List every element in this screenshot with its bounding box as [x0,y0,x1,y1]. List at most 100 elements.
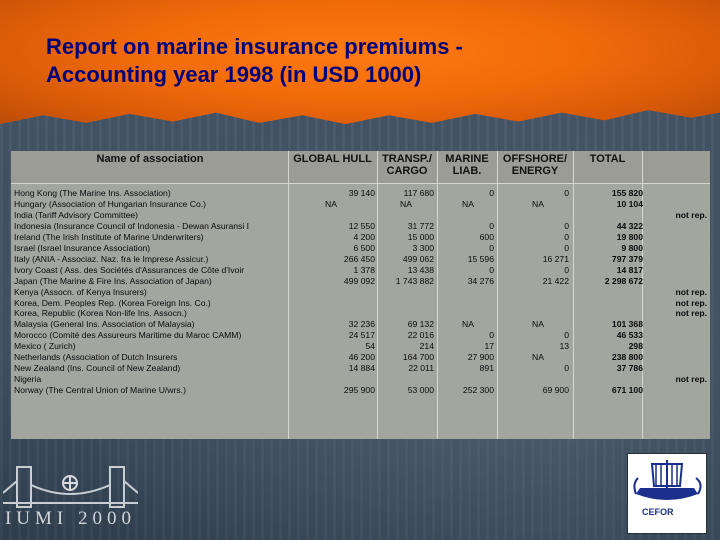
global-hull-value: 14 884 [348,363,375,374]
transp-cargo-value: 214 [419,341,434,352]
marine-liab-value: 0 [489,188,494,198]
global-hull-value: 46 200 [348,352,375,363]
total-value [573,308,643,319]
not-reported-note [643,254,710,265]
header-divider [11,183,710,184]
header-transp-cargo: TRANSP./ CARGO [377,153,437,177]
marine-liab-value: NA [462,198,474,209]
marine-liab-value [439,287,494,298]
global-hull-value [289,298,375,309]
table-row: Korea, Republic (Korea Non-life Ins. Ass… [11,308,710,319]
column-divider [288,151,289,439]
transp-cargo-value [379,308,434,319]
association-name: Korea, Dem. Peoples Rep. (Korea Foreign … [14,297,211,308]
offshore-energy-value [498,287,569,298]
total-value: 46 533 [616,330,643,341]
association-name: Hong Kong (The Marine Ins. Association) [14,188,171,198]
title-banner [0,0,720,125]
offshore-energy-value [498,308,569,319]
transp-cargo-value: 164 700 [402,352,434,363]
not-reported-note [643,341,710,352]
global-hull-value: 24 517 [348,330,375,341]
total-value: 155 820 [611,188,643,198]
global-hull-value: 32 236 [348,319,375,330]
table-row: India (Tariff Advisory Committee) not rep… [11,210,710,221]
column-divider [573,151,574,439]
association-name: Netherlands (Association of Dutch Insure… [14,352,178,363]
association-name: Mexico ( Zurich) [14,341,76,352]
total-value: 10 104 [616,198,643,209]
global-hull-value: 295 900 [343,385,375,396]
offshore-energy-value: NA [532,319,544,330]
header-transp-line2: CARGO [386,165,428,177]
not-reported-note: not rep. [675,374,707,385]
not-reported-note: not rep. [675,308,707,319]
marine-liab-value: 17 [484,341,494,352]
global-hull-value: 499 092 [343,275,375,286]
marine-liab-value: 891 [479,363,494,374]
association-name: India (Tariff Advisory Committee) [14,209,139,220]
column-divider [497,151,498,439]
global-hull-value: 6 500 [353,242,375,253]
association-name: Ivory Coast ( Ass. des Sociétés d'Assura… [14,264,245,275]
header-offshore-line2: ENERGY [511,165,559,177]
header-marine-liab: MARINE LIAB. [437,153,497,177]
header-offshore-line1: OFFSHORE/ [502,153,568,165]
global-hull-value: 12 550 [348,220,375,231]
header-total: TOTAL [589,153,626,165]
marine-liab-value: 600 [479,231,494,242]
table-row: Malaysia (General Ins. Association of Ma… [11,319,710,330]
total-value: 101 368 [611,319,643,330]
total-value: 44 322 [616,220,643,231]
total-value: 19 800 [616,231,643,242]
header-offshore-energy: OFFSHORE/ ENERGY [497,153,573,177]
table-row: Nigeria not rep. [11,374,710,385]
table-row: Mexico ( Zurich) 54 214 17 13 298 [11,341,710,352]
global-hull-value [289,210,375,221]
viking-ship-icon [633,460,702,500]
column-divider [377,151,378,439]
marine-liab-value [439,374,494,385]
global-hull-value: 266 450 [343,253,375,264]
marine-liab-value: 27 900 [467,352,494,363]
header-transp-line1: TRANSP./ [382,153,432,165]
offshore-energy-value: 16 271 [542,253,569,264]
association-name: Ireland (The Irish Institute of Marine U… [14,231,204,242]
not-reported-note: not rep. [675,297,707,308]
marine-liab-value [439,298,494,309]
table-row: Netherlands (Association of Dutch Insure… [11,352,710,363]
marine-liab-value: NA [462,319,474,330]
iumi-logo-text: IUMI 2000 [4,508,137,529]
global-hull-value: 54 [365,341,375,352]
marine-liab-value: 34 276 [467,275,494,286]
not-reported-note [643,276,710,287]
total-value: 238 800 [611,352,643,363]
transp-cargo-value: NA [400,198,412,209]
total-value: 797 379 [611,253,643,264]
total-value: 9 800 [621,242,643,253]
marine-liab-value: 0 [489,264,494,275]
total-value: 14 817 [616,264,643,275]
total-value [573,298,643,309]
offshore-energy-value: 0 [564,220,569,231]
offshore-energy-value [498,210,569,221]
not-reported-note: not rep. [675,209,707,220]
global-hull-value [289,308,375,319]
total-value: 2 298 672 [604,275,643,286]
not-reported-note [643,352,710,363]
marine-liab-value [439,210,494,221]
transp-cargo-value: 69 132 [407,319,434,330]
not-reported-note [643,363,710,374]
transp-cargo-value [379,287,434,298]
marine-liab-value: 0 [489,330,494,341]
table-row: Italy (ANIA - Associaz. Naz. fra le Impr… [11,254,710,265]
not-reported-note [643,330,710,341]
transp-cargo-value: 15 000 [407,231,434,242]
association-name: Morocco (Comité des Assureurs Maritime d… [14,330,242,341]
title-line-1: Report on marine insurance premiums - [46,34,463,59]
not-reported-note [643,265,710,276]
transp-cargo-value: 22 016 [407,330,434,341]
offshore-energy-value: 0 [564,231,569,242]
header-marine-line2: LIAB. [452,165,482,177]
table-row: Hungary (Association of Hungarian Insura… [11,199,710,210]
